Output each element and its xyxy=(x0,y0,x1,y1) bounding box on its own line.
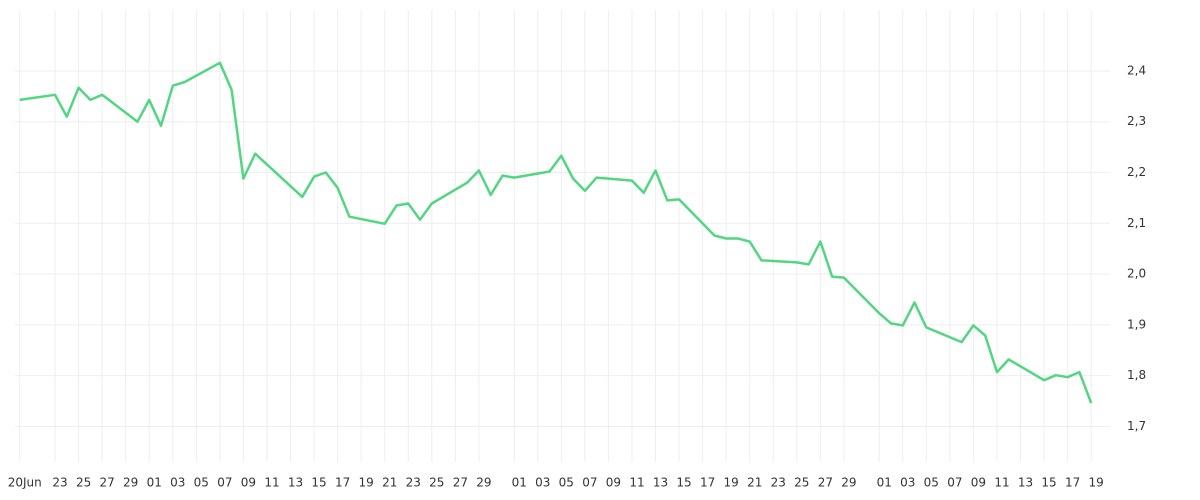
x-tick-label: 07 xyxy=(582,476,597,490)
x-tick-label: 05 xyxy=(194,476,209,490)
x-tick-label: 15 xyxy=(676,476,691,490)
y-tick-label: 2,3 xyxy=(1127,114,1146,128)
x-tick-label: 01 xyxy=(512,476,527,490)
x-tick-label: 05 xyxy=(924,476,939,490)
x-tick-label: 07 xyxy=(217,476,232,490)
x-tick-label: 19 xyxy=(1089,476,1104,490)
x-tick-label: 11 xyxy=(629,476,644,490)
x-tick-label: 09 xyxy=(971,476,986,490)
x-tick-label: 13 xyxy=(1018,476,1033,490)
x-tick-label: 23 xyxy=(52,476,67,490)
x-tick-label: 27 xyxy=(818,476,833,490)
x-tick-label: 21 xyxy=(382,476,397,490)
y-tick-label: 2,4 xyxy=(1127,63,1146,77)
x-tick-label: 03 xyxy=(900,476,915,490)
x-tick-label: 03 xyxy=(170,476,185,490)
x-tick-label: 27 xyxy=(99,476,114,490)
x-tick-label: 17 xyxy=(700,476,715,490)
y-tick-label: 2,0 xyxy=(1127,267,1146,281)
x-tick-label: 11 xyxy=(994,476,1009,490)
x-tick-label: 09 xyxy=(241,476,256,490)
y-tick-label: 2,1 xyxy=(1127,216,1146,230)
x-tick-label: 17 xyxy=(1065,476,1080,490)
x-tick-label: 15 xyxy=(311,476,326,490)
x-tick-label: 19 xyxy=(359,476,374,490)
y-tick-label: 1,8 xyxy=(1127,368,1146,382)
x-tick-label: 25 xyxy=(76,476,91,490)
x-tick-label: 09 xyxy=(606,476,621,490)
x-tick-label: 19 xyxy=(724,476,739,490)
x-tick-label: 29 xyxy=(123,476,138,490)
x-tick-label: 17 xyxy=(335,476,350,490)
x-tick-label: 21 xyxy=(747,476,762,490)
x-tick-label: 01 xyxy=(877,476,892,490)
x-tick-label: 25 xyxy=(429,476,444,490)
x-tick-label: 23 xyxy=(406,476,421,490)
x-tick-label: 29 xyxy=(476,476,491,490)
x-tick-label: 25 xyxy=(794,476,809,490)
x-tick-label: 27 xyxy=(453,476,468,490)
x-tick-label: 20Jun xyxy=(8,476,42,490)
line-series xyxy=(19,61,1093,404)
x-tick-label: 13 xyxy=(288,476,303,490)
y-tick-label: 1,9 xyxy=(1127,317,1146,331)
x-tick-label: 03 xyxy=(535,476,550,490)
x-tick-label: 29 xyxy=(841,476,856,490)
x-tick-label: 05 xyxy=(559,476,574,490)
x-tick-label: 11 xyxy=(264,476,279,490)
x-tick-label: 07 xyxy=(947,476,962,490)
x-tick-label: 23 xyxy=(771,476,786,490)
y-tick-label: 1,7 xyxy=(1127,419,1146,433)
y-tick-label: 2,2 xyxy=(1127,165,1146,179)
x-tick-label: 15 xyxy=(1041,476,1056,490)
x-tick-label: 13 xyxy=(653,476,668,490)
x-tick-label: 01 xyxy=(147,476,162,490)
